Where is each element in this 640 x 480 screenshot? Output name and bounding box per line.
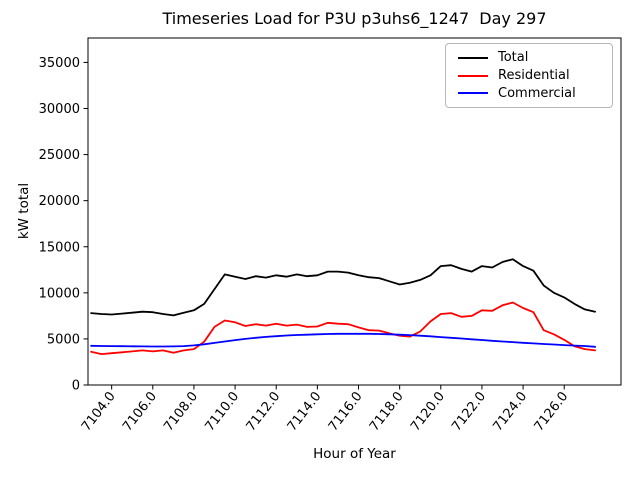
x-tick-label: 7110.0 (202, 389, 242, 434)
commercial-line-swatch (458, 92, 488, 95)
axes-spines (87, 37, 622, 386)
y-tick-label: 35000 (39, 56, 80, 71)
y-axis-label: kW total (16, 182, 32, 240)
residential-line (90, 301, 596, 356)
x-tick-label: 7122.0 (449, 389, 489, 434)
legend-item-commercial: Commercial (454, 84, 604, 102)
y-tick-label: 5000 (47, 332, 80, 347)
x-tick-label: 7124.0 (490, 389, 530, 434)
x-tick-label: 7104.0 (79, 389, 119, 434)
y-tick-label: 10000 (39, 286, 80, 301)
y-tick-label: 15000 (39, 240, 80, 255)
legend-label: Commercial (498, 85, 576, 101)
x-axis-label: Hour of Year (313, 446, 396, 462)
legend-label: Total (498, 50, 529, 66)
total-line-swatch (458, 56, 488, 59)
legend: Total Residential Commercial (445, 43, 613, 108)
residential-line-swatch (458, 74, 488, 77)
y-tick-label: 25000 (39, 148, 80, 163)
x-tick-label: 7112.0 (244, 389, 284, 434)
y-tick-label: 30000 (39, 102, 80, 117)
legend-item-total: Total (454, 49, 604, 67)
total-line (90, 258, 596, 317)
y-tick-label: 20000 (39, 194, 80, 209)
x-tick-label: 7116.0 (326, 389, 366, 434)
legend-label: Residential (498, 68, 570, 83)
commercial-line (90, 332, 596, 348)
x-tick-label: 7118.0 (367, 389, 407, 434)
y-tick-label: 0 (72, 379, 80, 394)
x-tick-label: 7114.0 (285, 389, 325, 434)
chart-title: Timeseries Load for P3U p3uhs6_1247 Day … (162, 9, 547, 28)
legend-item-residential: Residential (454, 67, 604, 85)
x-tick-label: 7126.0 (532, 389, 572, 434)
x-tick-label: 7106.0 (120, 389, 160, 434)
x-tick-label: 7108.0 (161, 389, 201, 434)
x-tick-label: 7120.0 (408, 389, 448, 434)
